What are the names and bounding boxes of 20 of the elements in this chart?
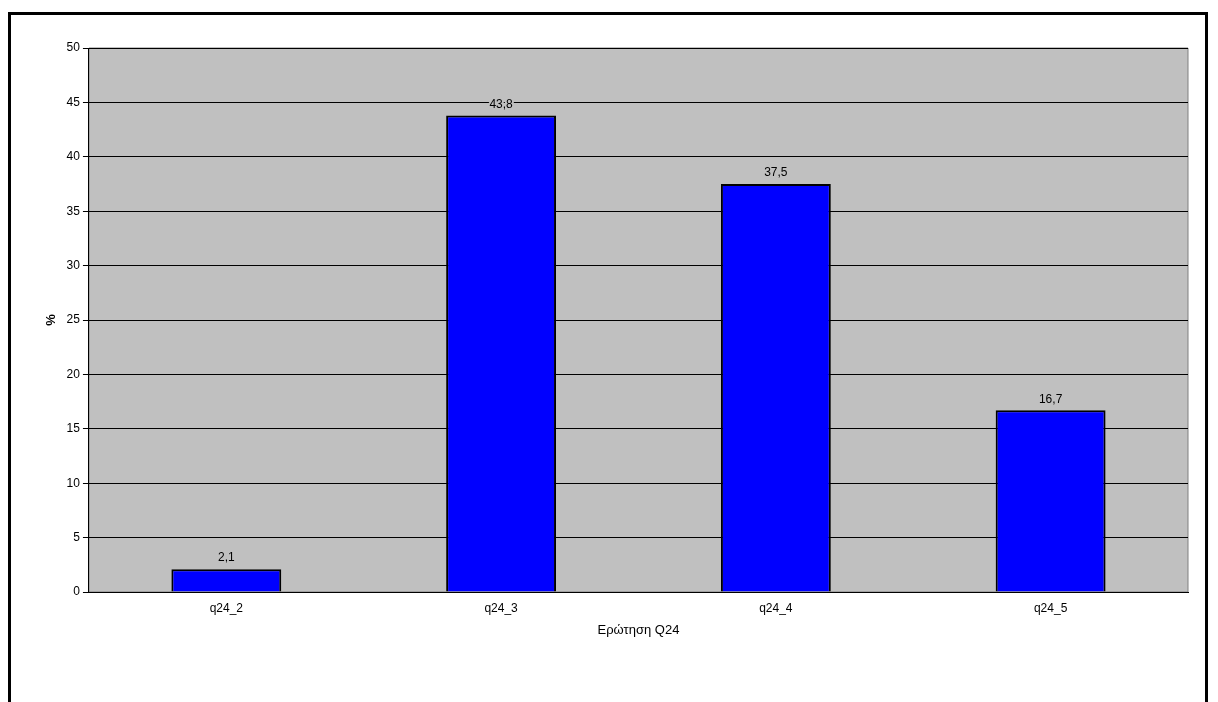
y-tick-label: 50 [66,40,81,55]
y-tick-label: 45 [66,94,81,109]
y-tick-label: 0 [73,584,81,599]
data-label: 2,1 [217,550,235,565]
x-tick-label: q24_2 [209,600,244,615]
y-axis-title: % [43,313,59,326]
y-tick-label: 5 [73,529,81,544]
y-tick-label: 40 [66,149,81,164]
x-tick-label: q24_4 [759,600,793,615]
y-tick-label: 30 [66,257,81,272]
y-tick-label: 35 [66,203,81,218]
y-tick-label: 25 [66,312,81,327]
y-tick-label: 15 [66,421,81,436]
x-tick-label: q24_3 [484,600,519,615]
x-axis-title: Ερώτηση Q24 [597,621,680,637]
y-tick-label: 20 [66,366,81,381]
x-tick-label: q24_5 [1033,600,1068,615]
y-tick-label: 10 [66,475,81,490]
data-label: 16,7 [1038,391,1063,406]
data-label: 37,5 [764,165,788,180]
